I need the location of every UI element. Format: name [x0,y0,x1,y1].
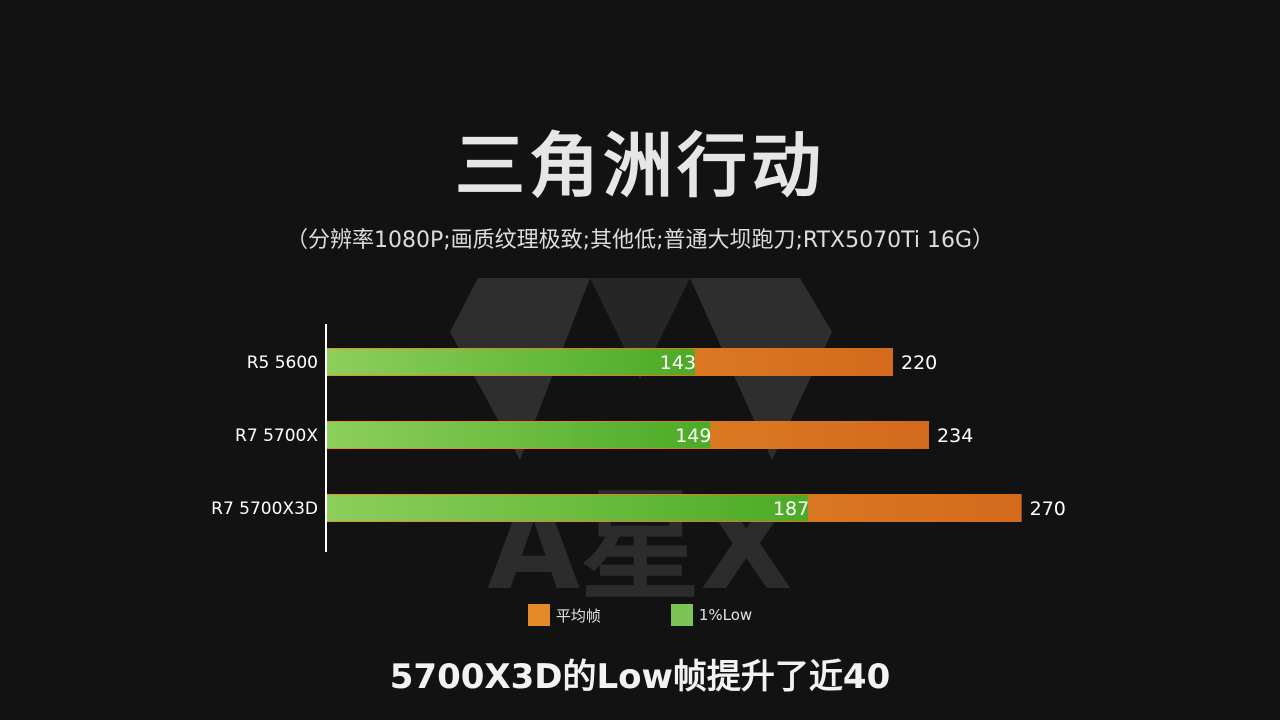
data-label-avg: 234 [937,425,973,447]
legend-label-low: 1%Low [698,606,753,624]
data-label-low: 149 [675,425,711,447]
category-label: R7 5700X [235,426,318,446]
legend-swatch-low [670,604,693,626]
bar-low [327,495,809,521]
category-label: R5 5600 [247,353,318,373]
caption: 5700X3D的Low帧提升了近40 [389,657,891,697]
legend-label-avg: 平均帧 [555,606,601,625]
legend: 平均帧 1%Low [0,604,1280,626]
bar-low [327,349,695,375]
data-label-low: 187 [773,498,809,520]
data-label-avg: 220 [901,352,937,374]
legend-swatch-avg [527,604,550,626]
data-label-low: 143 [660,352,696,374]
bar-low [327,422,711,448]
data-label-avg: 270 [1030,498,1066,520]
watermark-center-stroke [590,278,690,380]
legend-item-avg: 平均帧 [527,604,601,626]
chart-subtitle: （分辨率1080P;画质纹理极致;其他低;普通大坝跑刀;RTX5070Ti 16… [286,228,994,253]
bars-layer: R5 5600 143 220 R7 5700X 149 234 R7 5700X3D 187… [211,348,1066,522]
legend-item-low: 1%Low [670,604,753,626]
chart-title: 三角洲行动 [455,125,825,207]
category-label: R7 5700X3D [211,499,318,519]
